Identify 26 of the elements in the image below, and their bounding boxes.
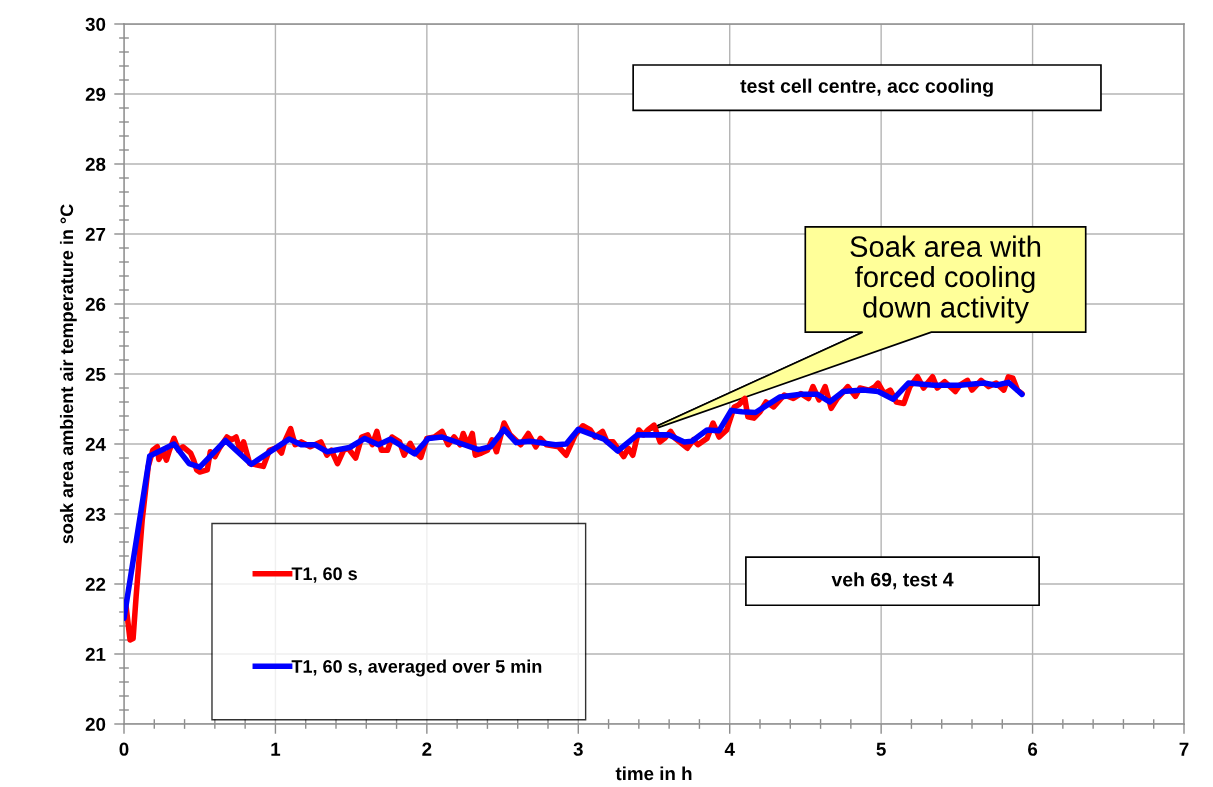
y-tick-label: 23 xyxy=(85,507,106,521)
x-tick-label: 3 xyxy=(573,742,583,756)
annotation: test cell centre, acc cooling xyxy=(740,78,993,97)
y-tick-label: 27 xyxy=(85,227,106,241)
annotation: veh 69, test 4 xyxy=(831,572,954,590)
y-tick-label: 26 xyxy=(85,297,106,311)
x-tick-label: 2 xyxy=(422,742,432,756)
y-tick-label: 24 xyxy=(85,437,106,451)
x-tick-label: 5 xyxy=(876,742,886,756)
y-tick-label: 30 xyxy=(85,17,106,31)
x-tick-label: 6 xyxy=(1028,742,1038,756)
y-tick-label: 21 xyxy=(85,647,106,661)
y-tick-label: 29 xyxy=(85,87,106,101)
y-tick-label: 22 xyxy=(85,577,106,591)
legend-label: T1, 60 s xyxy=(291,567,357,583)
y-axis-title: soak area ambient air temperature in °C xyxy=(59,204,77,544)
annotation: Soak area with forced cooling down activity xyxy=(850,235,1041,324)
y-tick-label: 28 xyxy=(85,157,106,171)
x-tick-label: 4 xyxy=(724,742,735,756)
x-tick-label: 0 xyxy=(119,742,129,756)
x-tick-label: 1 xyxy=(271,742,281,756)
y-tick-label: 20 xyxy=(85,717,106,731)
x-tick-label: 7 xyxy=(1179,742,1189,756)
x-axis-title: time in h xyxy=(615,766,692,781)
legend-label: T1, 60 s, averaged over 5 min xyxy=(291,659,542,677)
y-tick-label: 25 xyxy=(85,367,106,381)
